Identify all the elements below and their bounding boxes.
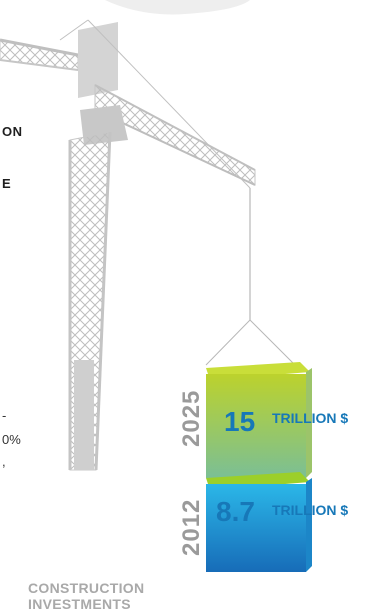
caption: CONSTRUCTION INVESTMENTS	[28, 580, 144, 612]
value-2025: 15	[224, 406, 256, 437]
year-label-2012: 2012	[178, 498, 205, 556]
text-fragment-2: E	[2, 176, 12, 191]
year-label-2025: 2025	[178, 389, 205, 447]
text-fragment-1: ON	[2, 124, 23, 139]
unit-2025: TRILLION $	[272, 410, 349, 426]
caption-line-2: INVESTMENTS	[28, 596, 131, 612]
text-fragment-3: -	[2, 408, 7, 423]
caption-line-1: CONSTRUCTION	[28, 580, 145, 596]
text-fragment-5: ,	[2, 454, 6, 469]
unit-2012: TRILLION $	[272, 502, 349, 518]
value-2012: 8.7	[216, 496, 255, 527]
text-fragment-4: 0%	[2, 432, 21, 447]
